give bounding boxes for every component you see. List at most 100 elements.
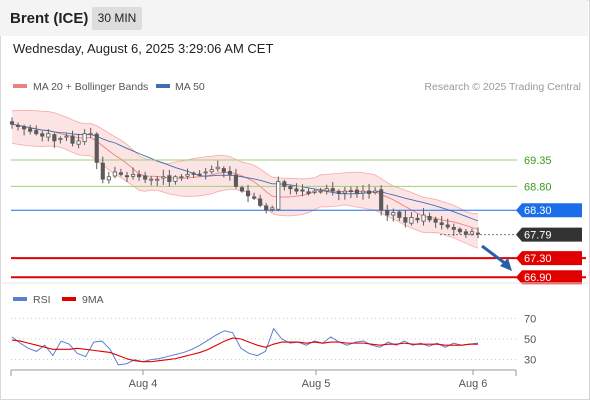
legend-rsi-ma-label: 9MA <box>82 294 104 306</box>
candle-body <box>245 190 251 197</box>
candle-body <box>354 189 360 194</box>
candle-body <box>203 171 208 174</box>
candle-body <box>167 175 172 182</box>
level-label-67.79: 67.79 <box>524 230 552 242</box>
candle-body <box>367 190 372 194</box>
candle-body <box>397 211 402 218</box>
level-tag-67.79 <box>516 227 582 242</box>
legend-ma50-swatch <box>156 84 170 88</box>
candle-body <box>197 173 202 176</box>
candle-body <box>191 172 196 175</box>
instrument-title: Brent (ICE) <box>10 10 89 27</box>
candle-body <box>155 178 160 181</box>
candle-body <box>258 198 263 206</box>
candle-body <box>143 175 148 180</box>
candle-body <box>161 176 166 179</box>
candle-body <box>282 181 287 187</box>
candle-body <box>149 178 154 181</box>
level-label-68.80: 68.80 <box>524 181 552 193</box>
level-label-67.30: 67.30 <box>524 253 552 265</box>
level-label-68.30: 68.30 <box>524 205 552 217</box>
candle-body <box>288 186 293 190</box>
candle-body <box>94 133 99 163</box>
candle-body <box>463 231 468 235</box>
candle-body <box>469 231 475 235</box>
candle-body <box>15 124 21 127</box>
x-tick-label-Aug 6: Aug 6 <box>459 378 488 390</box>
candle-layer <box>9 117 481 239</box>
level-label-66.90: 66.90 <box>524 272 552 284</box>
timeframe-button[interactable]: 30 MIN <box>92 7 142 30</box>
candle-body <box>239 187 245 192</box>
bollinger-lower-line <box>11 142 479 249</box>
candle-body <box>415 217 420 221</box>
bollinger-band-fill <box>12 110 478 249</box>
level-tag-68.30 <box>516 203 582 218</box>
level-tag-67.30 <box>516 251 582 266</box>
candle-body <box>324 188 329 192</box>
legend-ma50-label: MA 50 <box>175 81 205 93</box>
candle-body <box>330 188 335 192</box>
candle-body <box>46 133 51 138</box>
candle-body <box>58 138 63 140</box>
candle-body <box>88 133 93 136</box>
x-tick-label-Aug 5: Aug 5 <box>302 378 331 390</box>
candle-body <box>112 171 117 177</box>
bollinger-band-layer <box>11 109 479 249</box>
rsi-tick-label-70: 70 <box>524 313 536 325</box>
candle-body <box>70 135 75 144</box>
candle-body <box>457 228 462 233</box>
candle-body <box>252 196 257 199</box>
candle-body <box>28 128 33 132</box>
candle-body <box>64 135 69 138</box>
candle-body <box>215 166 220 170</box>
rsi-tick-label-30: 30 <box>524 355 536 367</box>
candle-body <box>173 176 178 182</box>
rsi-series-RSI <box>11 327 479 366</box>
candle-body <box>433 218 438 223</box>
level-label-69.35: 69.35 <box>524 155 552 167</box>
chart-header: Brent (ICE) 30 MIN <box>0 0 588 36</box>
level-tag-66.90 <box>516 270 582 285</box>
candle-body <box>421 214 426 222</box>
candle-body <box>52 134 57 142</box>
candle-body <box>227 171 232 175</box>
candle-body <box>270 207 275 210</box>
forecast-arrow-icon <box>481 244 512 271</box>
rsi-series-9MA <box>11 337 478 363</box>
candle-body <box>264 205 269 211</box>
candle-body <box>445 224 450 228</box>
candle-body <box>233 174 238 187</box>
datetime-label: Wednesday, August 6, 2025 3:29:06 AM CET <box>13 41 274 56</box>
candle-body <box>318 190 323 193</box>
legend-rsi-swatch <box>13 297 27 301</box>
candle-body <box>82 133 87 143</box>
x-axis-ticks: Aug 4 Aug 5 Aug 6 <box>129 370 488 390</box>
candle-body <box>391 212 396 216</box>
bollinger-upper-line <box>11 109 479 215</box>
level-labels-layer: 69.35 68.80 68.30 67.79 67.30 66.90 <box>516 155 582 285</box>
legend-bollinger-label: MA 20 + Bollinger Bands <box>33 81 148 93</box>
candle-body <box>409 217 414 224</box>
candle-body <box>427 215 432 221</box>
legend-bollinger-swatch <box>13 84 27 88</box>
candle-body <box>373 190 378 193</box>
candle-body <box>306 191 311 194</box>
candle-body <box>106 176 111 181</box>
candle-body <box>348 190 353 192</box>
candle-body <box>294 188 299 192</box>
candle-body <box>385 210 390 216</box>
candle-body <box>300 189 305 192</box>
candle-body <box>276 181 281 210</box>
legend-rsi-ma-swatch <box>62 297 76 301</box>
candle-body <box>40 133 45 137</box>
candle-body <box>439 222 444 225</box>
candle-body <box>360 190 366 194</box>
candle-body <box>342 190 347 194</box>
candle-body <box>221 168 226 173</box>
rsi-tick-label-50: 50 <box>524 334 536 346</box>
x-tick-label-Aug 4: Aug 4 <box>129 378 158 390</box>
candle-body <box>9 121 15 125</box>
rsi-panel: 70 50 30 <box>11 313 536 367</box>
